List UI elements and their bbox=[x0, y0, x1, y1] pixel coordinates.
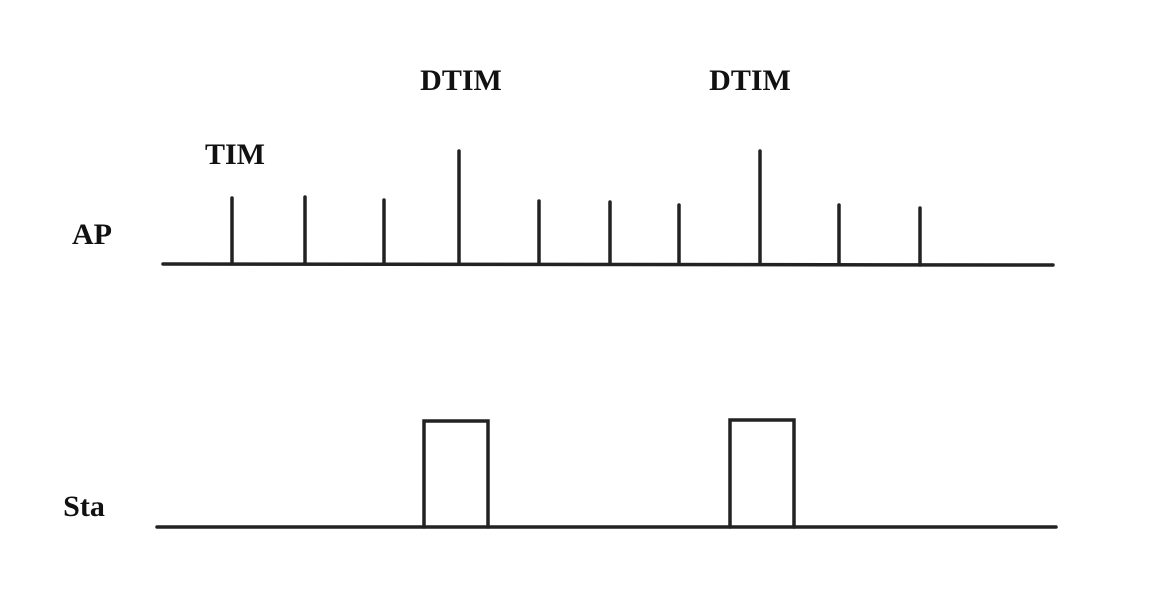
ap-label: AP bbox=[72, 218, 112, 251]
sta-awake-pulse bbox=[422, 419, 490, 529]
ap-baseline bbox=[161, 262, 1055, 267]
sta-awake-pulse bbox=[728, 418, 796, 529]
tim-label: TIM bbox=[205, 138, 265, 171]
dtim-label: DTIM bbox=[709, 64, 791, 97]
dtim-label: DTIM bbox=[420, 64, 502, 97]
sta-label: Sta bbox=[63, 490, 105, 523]
